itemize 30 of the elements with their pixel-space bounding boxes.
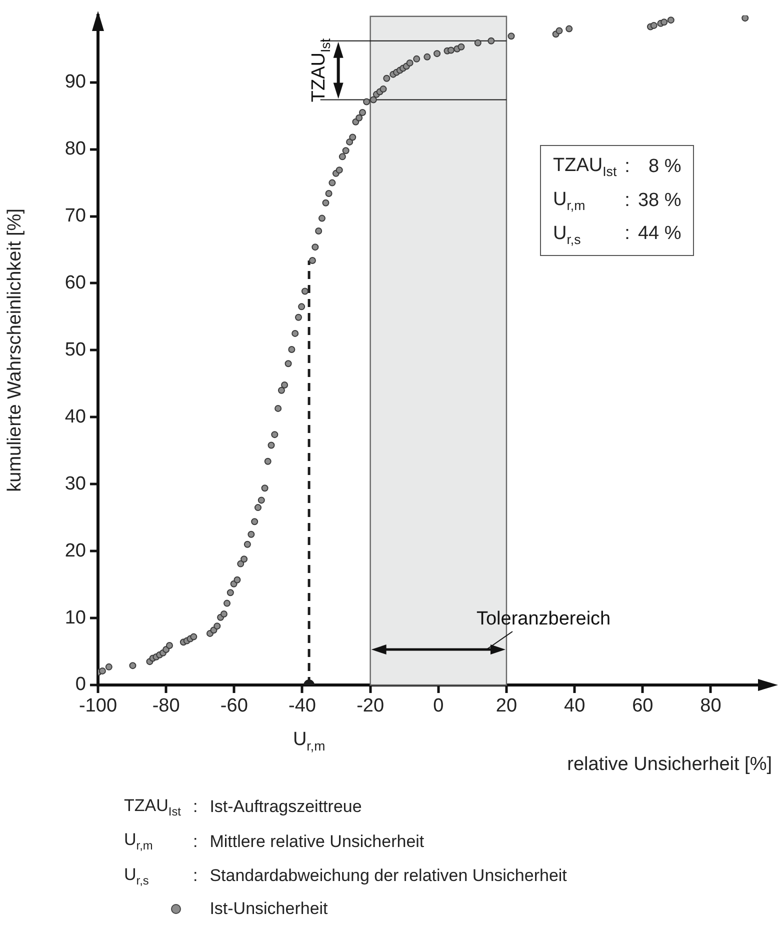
x-tick-label: 20 xyxy=(496,696,518,717)
y-tick-label: 10 xyxy=(64,607,86,628)
text: U$_{r,s}$ : 44 % xyxy=(553,222,682,246)
x-tick-label: -60 xyxy=(220,696,248,717)
x-tick-label: 60 xyxy=(632,696,654,717)
legend-label: Ist-Unsicherheit xyxy=(208,898,329,920)
y-tick-label: 50 xyxy=(64,339,86,360)
y-axis-title: kumulierte Wahrscheinlichkeit [%] xyxy=(4,208,26,492)
y-tick-label: 0 xyxy=(75,674,86,696)
x-tick-label: -40 xyxy=(288,696,316,717)
x-tick-label: -20 xyxy=(356,696,384,717)
annotation: TZAUIst xyxy=(308,38,334,102)
x-tick-label: 80 xyxy=(700,696,722,717)
y-tick-label: 80 xyxy=(64,138,86,160)
text: TZAU$_{Ist}$ : Ist-Auftragszeittreue xyxy=(123,795,363,820)
y-tick-label: 40 xyxy=(64,406,86,428)
x-tick-label: -100 xyxy=(78,696,118,717)
y-tick-label: 20 xyxy=(64,540,86,562)
y-tick-label: 70 xyxy=(64,206,86,227)
x-axis-title: relative Unsicherheit [%] xyxy=(567,754,772,775)
y-tick-label: 60 xyxy=(64,272,86,294)
annotation: TZAU$_{Ist}$ : 8 % xyxy=(552,154,682,181)
text: U$_{r,s}$ : Standardabweichung der relativen Unsicherheit xyxy=(124,864,567,888)
text: U$_{r,m}$ : 38 % xyxy=(553,188,682,213)
x-tick-label: 40 xyxy=(564,696,586,717)
x-tick-label: 0 xyxy=(433,696,444,717)
y-tick-label: 90 xyxy=(64,72,86,93)
x-tick-label: -80 xyxy=(152,696,180,717)
text: U$_{r,m}$ : Mittlere relative Unsicherheit xyxy=(124,830,424,853)
y-tick-label: 30 xyxy=(64,473,86,494)
